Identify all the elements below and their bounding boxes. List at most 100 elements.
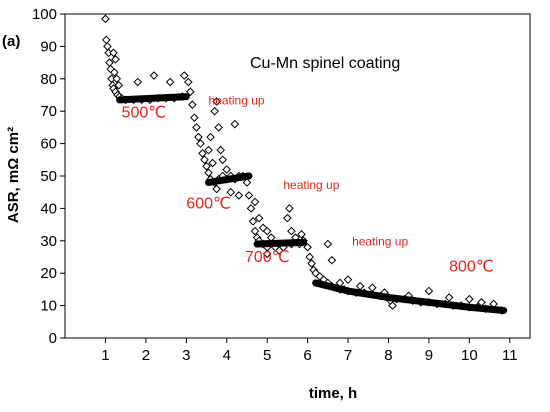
data-point xyxy=(204,168,213,178)
x-tick-label: 5 xyxy=(263,347,271,364)
data-point xyxy=(226,187,236,197)
x-tick-label: 10 xyxy=(461,347,478,364)
data-point xyxy=(103,42,112,51)
data-point xyxy=(216,145,225,155)
data-point xyxy=(254,213,264,223)
data-point xyxy=(424,286,434,296)
data-point xyxy=(212,97,221,106)
heating-up-label: heating up xyxy=(352,235,408,249)
x-tick-label: 3 xyxy=(182,347,190,364)
data-point xyxy=(303,242,312,252)
data-point xyxy=(111,55,120,64)
heating-up-label: heating up xyxy=(283,178,339,192)
data-point xyxy=(343,275,353,284)
data-point xyxy=(262,249,272,259)
data-point xyxy=(194,132,203,142)
data-band xyxy=(205,172,253,186)
data-point xyxy=(246,204,256,213)
data-point xyxy=(242,178,252,187)
data-point xyxy=(355,281,365,291)
data-point xyxy=(218,155,228,165)
data-point xyxy=(109,48,118,58)
data-point xyxy=(210,106,219,116)
data-point xyxy=(305,252,314,262)
data-band xyxy=(253,238,308,248)
data-point xyxy=(274,246,284,255)
data-point xyxy=(388,301,397,310)
data-point xyxy=(114,80,124,90)
data-point xyxy=(179,71,189,80)
x-tick-label: 6 xyxy=(303,347,311,364)
data-point xyxy=(165,77,175,87)
temperature-label: 800℃ xyxy=(449,259,494,276)
data-point xyxy=(250,226,260,236)
y-axis-title: ASR, mΩ cm² xyxy=(5,127,22,223)
data-point xyxy=(101,35,111,45)
y-tick-label: 60 xyxy=(40,136,57,153)
data-point xyxy=(285,204,294,213)
temperature-label: 500℃ xyxy=(122,105,167,122)
data-point xyxy=(323,239,333,249)
y-tick-label: 100 xyxy=(32,6,57,23)
data-point xyxy=(465,294,474,304)
data-point xyxy=(307,259,316,268)
data-point xyxy=(190,113,199,122)
data-point xyxy=(214,123,223,132)
data-point xyxy=(204,145,213,155)
data-point xyxy=(186,87,195,97)
data-point xyxy=(250,197,260,207)
panel-label: (a) xyxy=(2,33,20,50)
y-tick-label: 80 xyxy=(40,71,57,88)
temperature-label: 700℃ xyxy=(245,249,290,266)
data-point xyxy=(196,139,205,148)
data-point xyxy=(112,74,122,84)
data-point xyxy=(188,100,197,110)
data-point xyxy=(248,217,258,226)
data-point xyxy=(110,68,119,77)
x-tick-label: 4 xyxy=(223,347,231,364)
y-tick-label: 10 xyxy=(40,298,57,315)
annotations: 500℃ heating up 600℃ heating up 700℃ heating … xyxy=(122,94,494,276)
x-tick-label: 8 xyxy=(384,347,392,364)
data-point xyxy=(230,119,240,129)
data-point xyxy=(283,213,292,223)
x-axis-title: time, h xyxy=(309,385,357,402)
y-tick-label: 90 xyxy=(40,38,57,55)
heating-up-label: heating up xyxy=(209,94,265,108)
x-tick-label: 9 xyxy=(425,347,433,364)
data-point xyxy=(149,71,159,80)
data-point xyxy=(444,293,454,302)
data-point xyxy=(206,132,215,142)
data-point xyxy=(262,226,272,236)
data-point xyxy=(222,165,232,174)
data-point xyxy=(367,283,377,293)
data-point xyxy=(202,161,211,171)
data-point xyxy=(133,77,143,87)
data-point xyxy=(101,14,110,24)
data-point xyxy=(198,149,207,158)
data-point xyxy=(327,255,337,265)
data-band xyxy=(116,93,190,104)
data-band xyxy=(312,279,508,314)
temperature-label: 600℃ xyxy=(186,195,231,212)
x-tick-label: 1 xyxy=(101,347,109,364)
chart-title: Cu-Mn spinel coating xyxy=(250,55,400,72)
data-point xyxy=(212,184,221,194)
y-tick-label: 20 xyxy=(40,265,57,282)
x-tick-label: 7 xyxy=(344,347,352,364)
data-point xyxy=(192,123,201,132)
x-tick-label: 11 xyxy=(502,347,518,364)
data-point xyxy=(244,191,254,200)
data-point xyxy=(287,226,296,236)
y-tick-labels: 0 10 20 30 40 50 60 70 80 90 100 xyxy=(32,6,65,347)
y-tick-label: 0 xyxy=(49,330,57,347)
y-tick-label: 40 xyxy=(40,200,57,217)
y-tick-label: 30 xyxy=(40,233,57,250)
data-point xyxy=(297,230,306,239)
data-point xyxy=(208,158,217,168)
x-tick-label: 2 xyxy=(142,347,150,364)
data-point xyxy=(200,155,209,165)
y-tick-label: 50 xyxy=(40,168,57,185)
data-point xyxy=(234,191,244,200)
